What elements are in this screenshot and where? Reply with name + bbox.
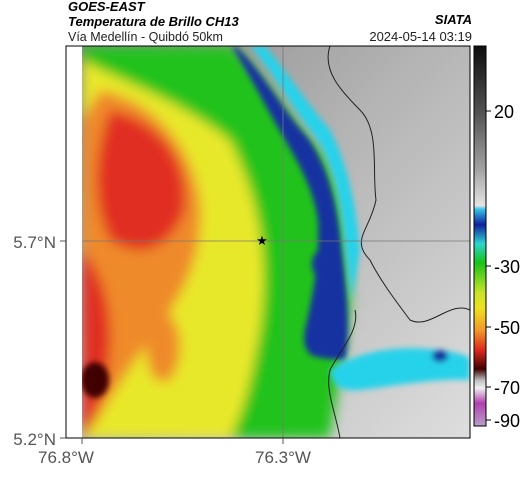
x-tick-label: 76.8°W: [38, 448, 94, 467]
colorbar-tick-label: 20: [494, 102, 514, 122]
route-subtitle: Vía Medellín - Quibdó 50km: [68, 30, 223, 44]
brand-label: SIATA: [434, 12, 472, 27]
satellite-name: GOES-EAST: [68, 0, 145, 14]
colorbar-tick-label: -30: [494, 257, 520, 277]
colorbar-tick-label: -70: [494, 378, 520, 398]
timestamp: 2024-05-14 03:19: [369, 29, 472, 44]
brightness-temperature-map: [82, 46, 470, 438]
product-title: Temperatura de Brillo CH13: [68, 14, 239, 29]
x-tick-label: 76.3°W: [255, 448, 311, 467]
y-tick-label: 5.2°N: [13, 430, 56, 449]
colorbar-tick-label: -90: [494, 411, 520, 431]
colorbar: [473, 45, 487, 427]
location-marker-star: ★: [256, 233, 268, 248]
y-tick-label: 5.7°N: [13, 233, 56, 252]
plot-frame: [65, 45, 471, 439]
colorbar-tick-label: -50: [494, 318, 520, 338]
